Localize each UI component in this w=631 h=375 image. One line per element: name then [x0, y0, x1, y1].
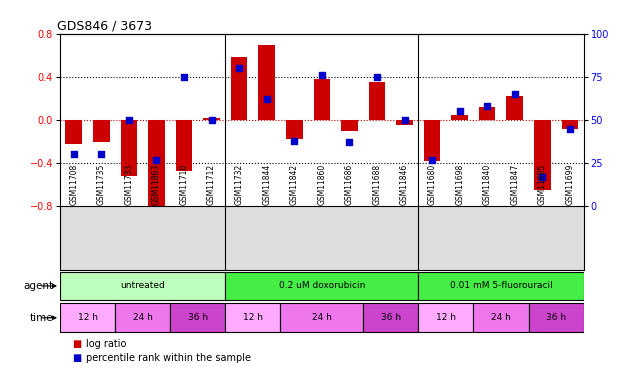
Bar: [259, 45, 275, 120]
Point: [510, 91, 520, 97]
Point: [262, 96, 272, 102]
Text: 36 h: 36 h: [380, 314, 401, 322]
Bar: [225, 303, 280, 332]
Text: 24 h: 24 h: [133, 314, 153, 322]
Bar: [418, 303, 473, 332]
Text: log ratio: log ratio: [86, 339, 127, 349]
Text: agent: agent: [23, 281, 54, 291]
Bar: [280, 303, 363, 332]
Bar: [148, 120, 165, 208]
Bar: [231, 57, 247, 120]
Bar: [286, 120, 302, 140]
Text: time: time: [30, 313, 54, 323]
Bar: [93, 120, 110, 141]
Bar: [396, 120, 413, 125]
Point: [97, 152, 107, 157]
Text: ■: ■: [73, 339, 82, 349]
Point: [537, 174, 547, 180]
Text: 36 h: 36 h: [546, 314, 566, 322]
Bar: [473, 303, 529, 332]
Bar: [175, 120, 192, 171]
Bar: [562, 120, 578, 129]
Text: ■: ■: [73, 353, 82, 363]
Point: [399, 117, 410, 123]
Text: percentile rank within the sample: percentile rank within the sample: [86, 353, 251, 363]
Bar: [170, 303, 225, 332]
Bar: [451, 115, 468, 120]
Text: GDS846 / 3673: GDS846 / 3673: [57, 20, 152, 33]
Text: 0.01 mM 5-fluorouracil: 0.01 mM 5-fluorouracil: [450, 281, 552, 290]
Point: [482, 103, 492, 109]
Point: [124, 117, 134, 123]
Point: [454, 108, 464, 114]
Point: [317, 72, 327, 78]
Bar: [314, 79, 330, 120]
Point: [345, 140, 355, 146]
Point: [565, 126, 575, 132]
Point: [206, 117, 216, 123]
Point: [151, 157, 162, 163]
Bar: [203, 118, 220, 120]
Bar: [529, 303, 584, 332]
Bar: [66, 120, 82, 144]
Bar: [507, 96, 523, 120]
Text: 24 h: 24 h: [312, 314, 332, 322]
Text: untreated: untreated: [121, 281, 165, 290]
Bar: [534, 120, 551, 190]
Text: 12 h: 12 h: [78, 314, 98, 322]
Point: [234, 65, 244, 71]
Bar: [121, 120, 137, 176]
Text: 12 h: 12 h: [243, 314, 263, 322]
Point: [289, 138, 299, 144]
Bar: [225, 272, 418, 300]
Bar: [424, 120, 440, 161]
Bar: [418, 272, 584, 300]
Bar: [341, 120, 358, 131]
Bar: [479, 107, 495, 120]
Point: [69, 152, 79, 157]
Point: [427, 157, 437, 163]
Bar: [363, 303, 418, 332]
Text: 0.2 uM doxorubicin: 0.2 uM doxorubicin: [279, 281, 365, 290]
Bar: [60, 303, 115, 332]
Point: [372, 74, 382, 80]
Bar: [115, 303, 170, 332]
Text: 12 h: 12 h: [436, 314, 456, 322]
Point: [179, 74, 189, 80]
Bar: [60, 272, 225, 300]
Text: 36 h: 36 h: [187, 314, 208, 322]
Bar: [369, 82, 385, 120]
Text: 24 h: 24 h: [491, 314, 511, 322]
